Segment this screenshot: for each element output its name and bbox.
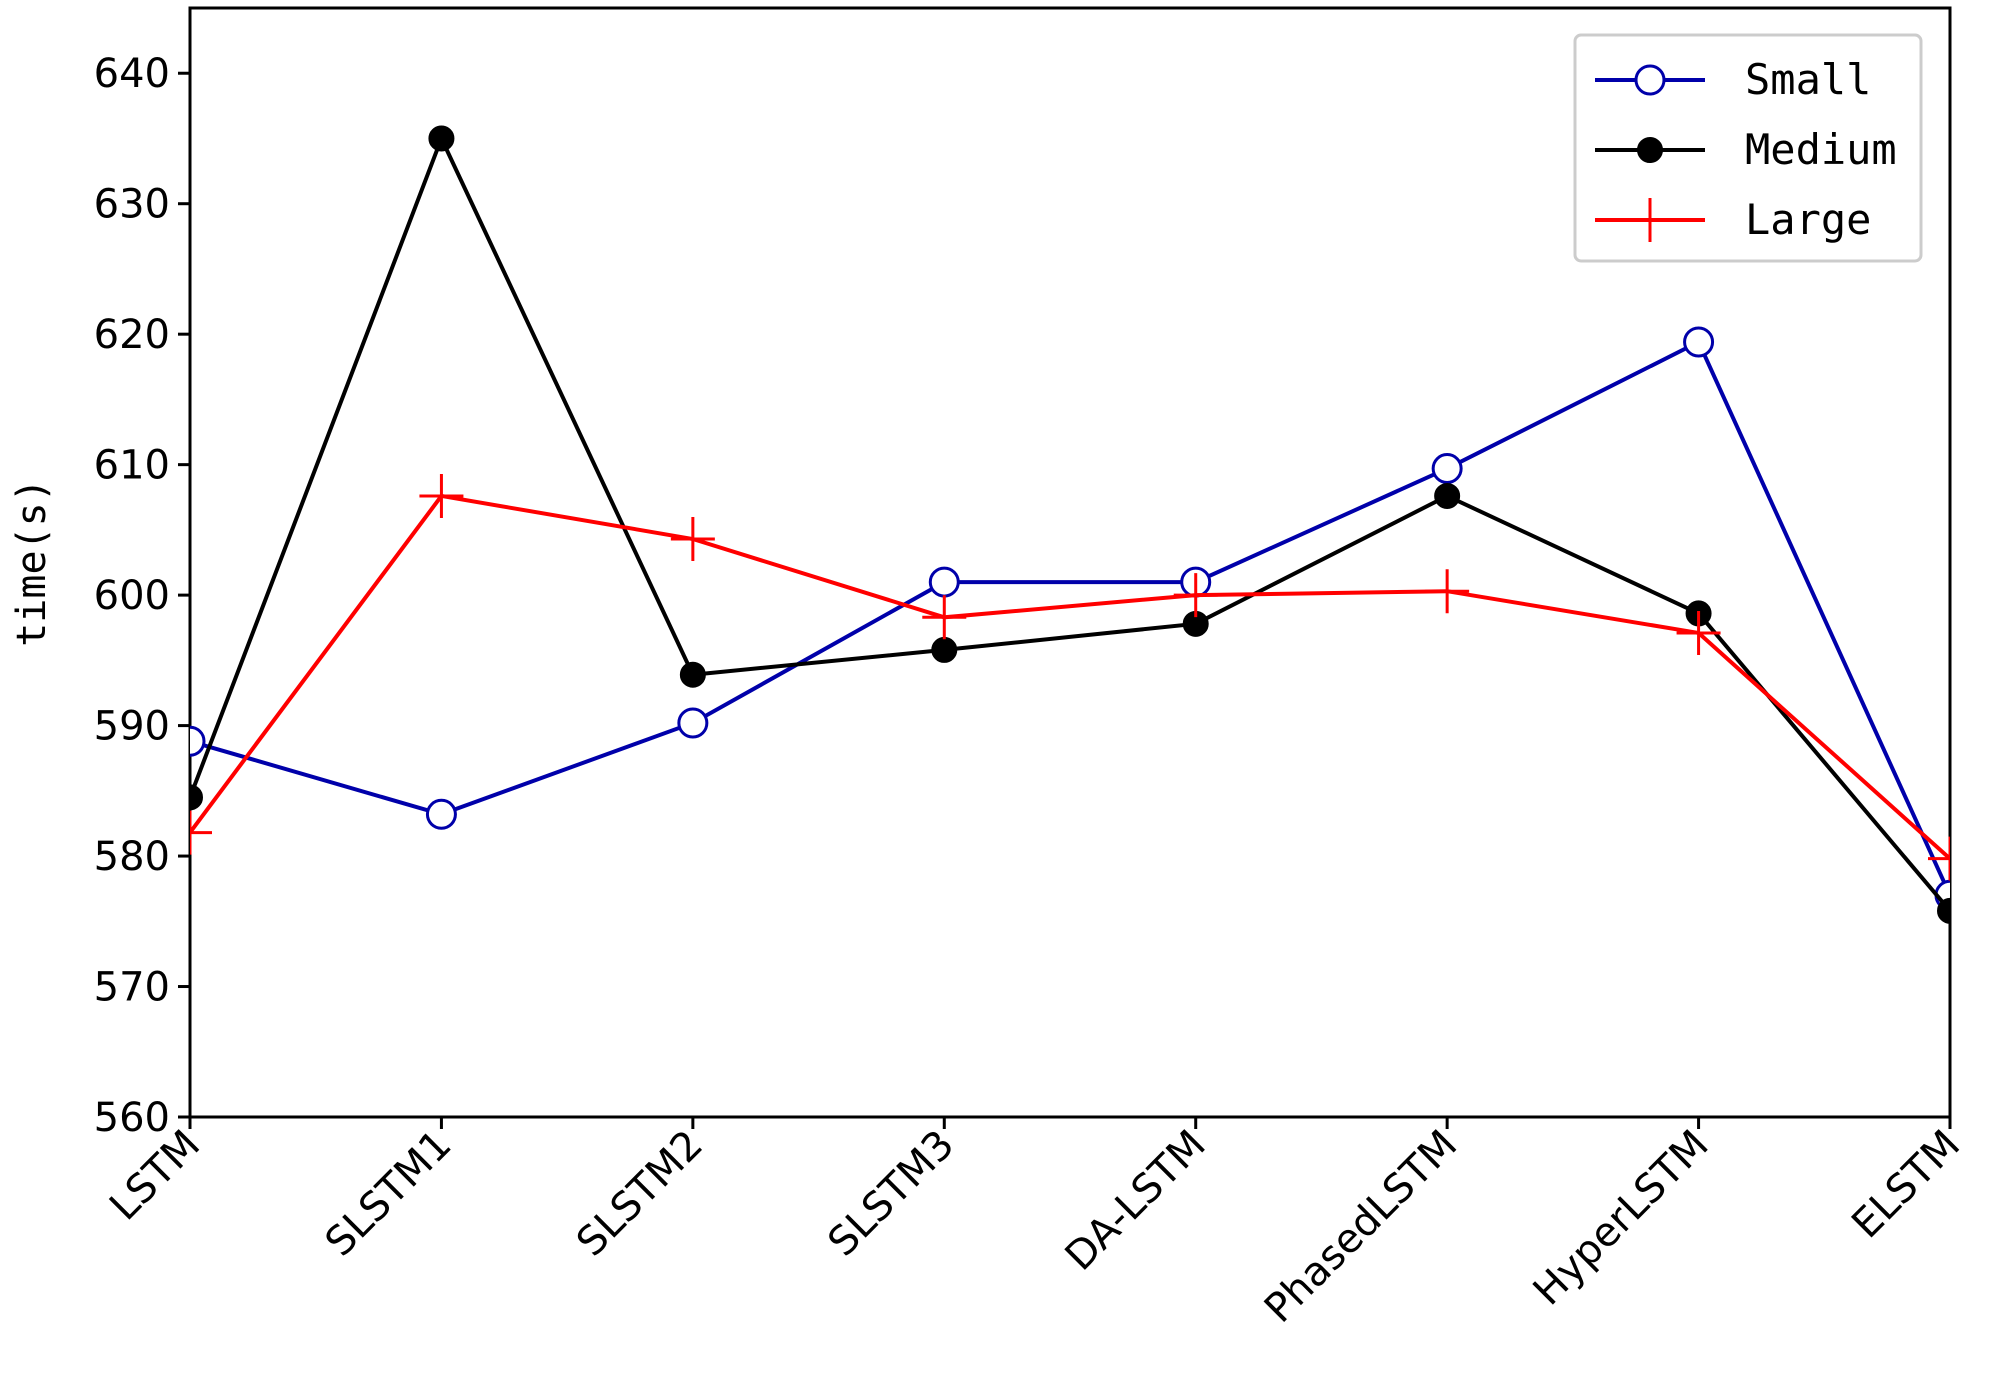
y-axis-label: time(s) bbox=[9, 478, 55, 647]
series-small-point bbox=[928, 566, 960, 598]
y-tick-label: 590 bbox=[94, 704, 170, 750]
series-medium bbox=[190, 125, 1950, 924]
legend-marker bbox=[1628, 198, 1672, 242]
x-tick-label: SLSTM3 bbox=[819, 1122, 963, 1266]
plot-frame bbox=[188, 6, 1952, 1119]
legend-label: Large bbox=[1745, 195, 1871, 244]
series-small-point bbox=[1431, 453, 1463, 485]
x-axis: LSTM SLSTM1 SLSTM2 SLSTM3 DA-LSTM PhasedLSTM H… bbox=[101, 1117, 1969, 1332]
legend-label: Small bbox=[1745, 55, 1871, 104]
y-tick-label: 640 bbox=[94, 51, 170, 97]
series-small-point bbox=[425, 798, 457, 830]
y-tick-label: 630 bbox=[94, 182, 170, 228]
series-small bbox=[190, 326, 1950, 911]
x-tick-label: SLSTM1 bbox=[317, 1122, 461, 1266]
legend: Small Medium Large bbox=[1573, 33, 1923, 263]
y-tick-label: 570 bbox=[94, 965, 170, 1011]
series-large-point bbox=[922, 595, 967, 640]
series-medium-point bbox=[679, 661, 706, 688]
series-large-point bbox=[190, 810, 212, 855]
series-large bbox=[190, 473, 1950, 881]
series-medium-point bbox=[1434, 482, 1461, 509]
y-tick-label: 580 bbox=[94, 834, 170, 880]
y-tick-label: 600 bbox=[94, 573, 170, 619]
series-small-point bbox=[1683, 326, 1715, 358]
series-small-point bbox=[190, 725, 206, 757]
series-large-point bbox=[1676, 610, 1721, 655]
legend-item-medium: Medium bbox=[1595, 125, 1897, 174]
series-large-point bbox=[1928, 836, 1950, 881]
series-medium-point bbox=[428, 125, 455, 152]
series-medium-point bbox=[1937, 897, 1950, 924]
legend-marker bbox=[1634, 64, 1666, 96]
x-tick-label: PhasedLSTM bbox=[1256, 1122, 1466, 1332]
series-large-point bbox=[419, 473, 464, 518]
x-tick-label: DA-LSTM bbox=[1057, 1122, 1215, 1280]
series-large-point bbox=[1173, 573, 1218, 618]
legend-box bbox=[1573, 33, 1923, 263]
legend-item-small: Small bbox=[1595, 55, 1871, 104]
y-tick-label: 610 bbox=[94, 443, 170, 489]
legend-marker bbox=[1637, 137, 1663, 163]
legend-item-large: Large bbox=[1595, 195, 1871, 244]
series-large-point bbox=[670, 517, 715, 562]
y-axis: 560 570 580 590 600 610 620 630 640 bbox=[94, 51, 190, 1141]
x-tick-label: SLSTM2 bbox=[568, 1122, 712, 1266]
legend-label: Medium bbox=[1745, 125, 1897, 174]
x-tick-label: ELSTM bbox=[1843, 1122, 1969, 1248]
y-tick-label: 560 bbox=[94, 1095, 170, 1141]
series-small-line bbox=[190, 339, 1950, 897]
y-tick-label: 620 bbox=[94, 312, 170, 358]
series-large-point bbox=[1425, 569, 1470, 614]
series-small-point bbox=[677, 707, 709, 739]
series-layer bbox=[190, 125, 1950, 924]
series-medium-line bbox=[190, 133, 1950, 913]
series-medium-point bbox=[190, 784, 203, 811]
series-medium-point bbox=[931, 636, 958, 663]
series-large-line bbox=[190, 493, 1950, 861]
axes bbox=[188, 6, 1952, 1119]
x-tick-label: HyperLSTM bbox=[1525, 1122, 1718, 1315]
